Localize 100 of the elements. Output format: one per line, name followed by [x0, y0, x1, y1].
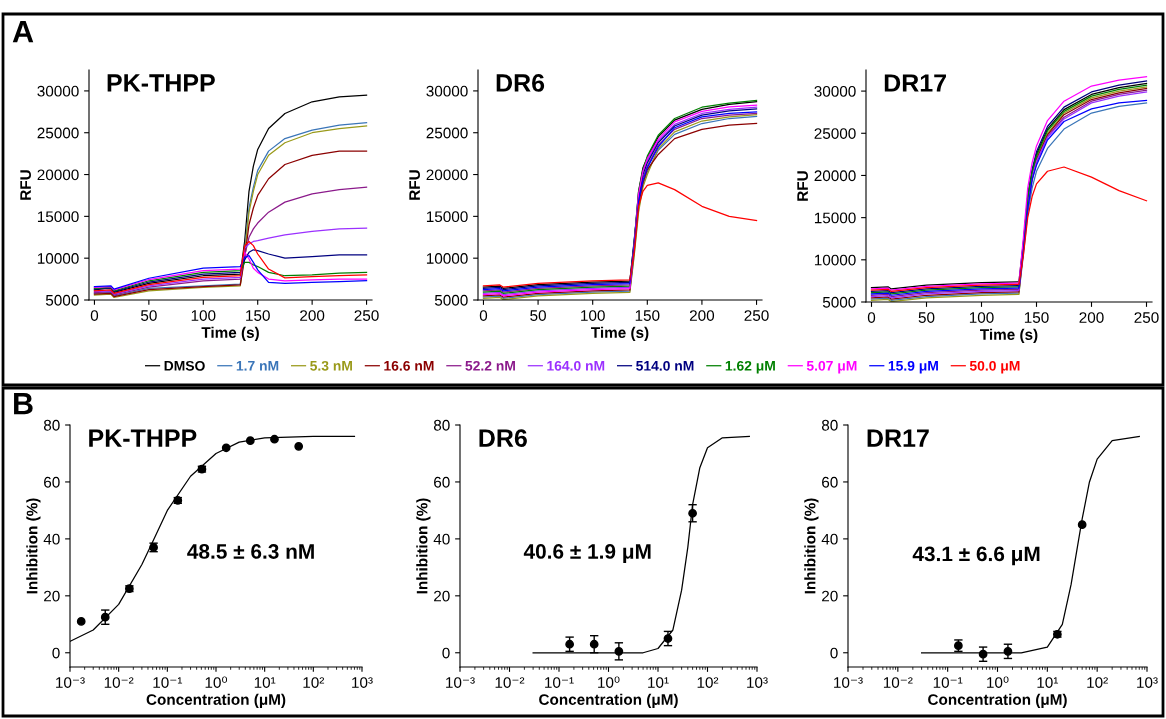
x-tick-label: 250: [354, 310, 379, 321]
y-tick-label: 25000: [814, 128, 856, 139]
x-tick-label: 10¹: [648, 677, 669, 688]
chart-title: DR17: [884, 74, 946, 92]
legend-label: 52.2 nM: [465, 360, 515, 371]
legend-label: 15.9 μM: [888, 360, 938, 374]
x-tick-label: 50: [530, 310, 546, 321]
x-tick-label: 10³: [1137, 677, 1158, 688]
x-tick-label: 0: [867, 312, 876, 323]
y-tick-label: 30000: [37, 85, 79, 97]
y-tick-label: 25000: [426, 127, 468, 139]
y-tick-label: 40: [433, 533, 450, 545]
y-tick-label: 40: [821, 533, 838, 545]
legend-label: 5.3 nM: [310, 360, 352, 371]
x-tick-label: 10⁻²: [495, 677, 525, 688]
point: [245, 436, 255, 446]
x-tick-label: 10³: [747, 677, 768, 688]
y-tick-label: 15000: [814, 212, 856, 224]
legend-label: 50.0 μM: [969, 360, 1020, 374]
y-tick-label: 5000: [45, 294, 79, 306]
legend-label: 16.6 nM: [384, 360, 434, 371]
legend-label: 1.62 μM: [725, 360, 775, 374]
y-axis-title: RFU: [409, 170, 420, 200]
x-tick-label: 10⁻¹: [933, 677, 963, 688]
y-tick-label: 60: [434, 476, 450, 488]
point: [270, 434, 279, 444]
y-axis-title: RFU: [20, 170, 31, 200]
legend-label: DMSO: [164, 360, 205, 371]
y-axis-title: RFU: [797, 171, 808, 201]
line-series: [93, 227, 368, 295]
y-tick-label: 20: [822, 590, 838, 602]
y-tick-label: 20000: [37, 169, 79, 181]
x-tick-label: 200: [300, 310, 325, 321]
chart-title: PK-THPP: [89, 429, 197, 447]
line-series: [93, 240, 368, 294]
y-axis-title: Inhibition (%): [26, 498, 41, 594]
chart-title: DR6: [479, 429, 527, 447]
x-tick-label: 10¹: [254, 677, 276, 688]
x-tick-label: 10⁻³: [446, 677, 475, 688]
y-tick-label: 20: [434, 590, 450, 602]
y-tick-label: 80: [821, 419, 838, 431]
x-axis-title: Concentration (μM): [928, 693, 1067, 708]
y-tick-label: 30000: [426, 85, 468, 97]
x-tick-label: 200: [689, 310, 715, 321]
x-axis-title: Time (s): [201, 326, 259, 341]
x-tick-label: 50: [918, 312, 935, 323]
x-tick-label: 10²: [697, 677, 719, 688]
line-series: [482, 182, 758, 288]
text: A: [12, 21, 34, 43]
x-tick-label: 150: [635, 310, 660, 321]
x-tick-label: 10⁻²: [104, 677, 134, 688]
y-tick-label: 30000: [814, 85, 856, 97]
y-tick-label: 15000: [426, 211, 468, 223]
line-series: [93, 186, 368, 296]
y-tick-label: 0: [830, 647, 838, 659]
y-tick-label: 0: [52, 647, 60, 659]
x-axis-title: Time (s): [980, 328, 1038, 343]
y-tick-label: 40: [43, 533, 60, 545]
y-tick-label: 5000: [434, 294, 468, 306]
text: B: [14, 393, 33, 415]
y-tick-label: 80: [433, 419, 450, 431]
x-tick-label: 50: [140, 310, 157, 321]
x-tick-label: 10⁰: [205, 676, 228, 688]
x-tick-label: 0: [90, 310, 99, 321]
x-axis-title: Time (s): [591, 326, 649, 341]
x-tick-label: 10³: [352, 677, 373, 688]
x-tick-label: 0: [479, 310, 488, 321]
y-tick-label: 60: [822, 476, 838, 488]
x-tick-label: 100: [581, 310, 605, 321]
x-tick-label: 200: [1079, 312, 1104, 323]
point: [221, 443, 231, 453]
x-tick-label: 100: [191, 310, 216, 321]
y-tick-label: 10000: [426, 253, 468, 264]
x-tick-label: 100: [969, 312, 994, 323]
point: [294, 441, 304, 451]
legend-label: 164.0 nM: [547, 360, 605, 371]
line-series: [93, 261, 368, 292]
x-tick-label: 150: [1024, 312, 1049, 323]
annotation: 48.5 ± 6.3 nM: [187, 544, 314, 559]
y-tick-label: 20000: [814, 170, 856, 182]
x-tick-label: 10⁻³: [834, 677, 863, 688]
x-tick-label: 250: [1134, 312, 1159, 323]
x-tick-label: 10⁻³: [56, 677, 85, 688]
x-tick-label: 10⁰: [598, 676, 620, 688]
annotation: 40.6 ± 1.9 μM: [523, 544, 651, 563]
chart-title: DR6: [496, 74, 545, 92]
y-tick-label: 5000: [822, 296, 856, 308]
chart-title: DR17: [867, 429, 929, 447]
legend-label: 5.07 μM: [806, 360, 857, 374]
x-tick-label: 250: [744, 310, 769, 321]
chart-title: PK-THPP: [107, 74, 215, 92]
x-tick-label: 10²: [303, 677, 325, 688]
y-tick-label: 10000: [37, 253, 79, 264]
x-tick-label: 10⁻¹: [545, 677, 574, 688]
x-tick-label: 10⁰: [987, 676, 1009, 688]
y-tick-label: 0: [442, 647, 450, 659]
x-tick-label: 10²: [1087, 677, 1108, 688]
x-tick-label: 150: [246, 310, 270, 321]
y-tick-label: 10000: [814, 254, 856, 266]
x-tick-label: 10¹: [1037, 677, 1059, 688]
